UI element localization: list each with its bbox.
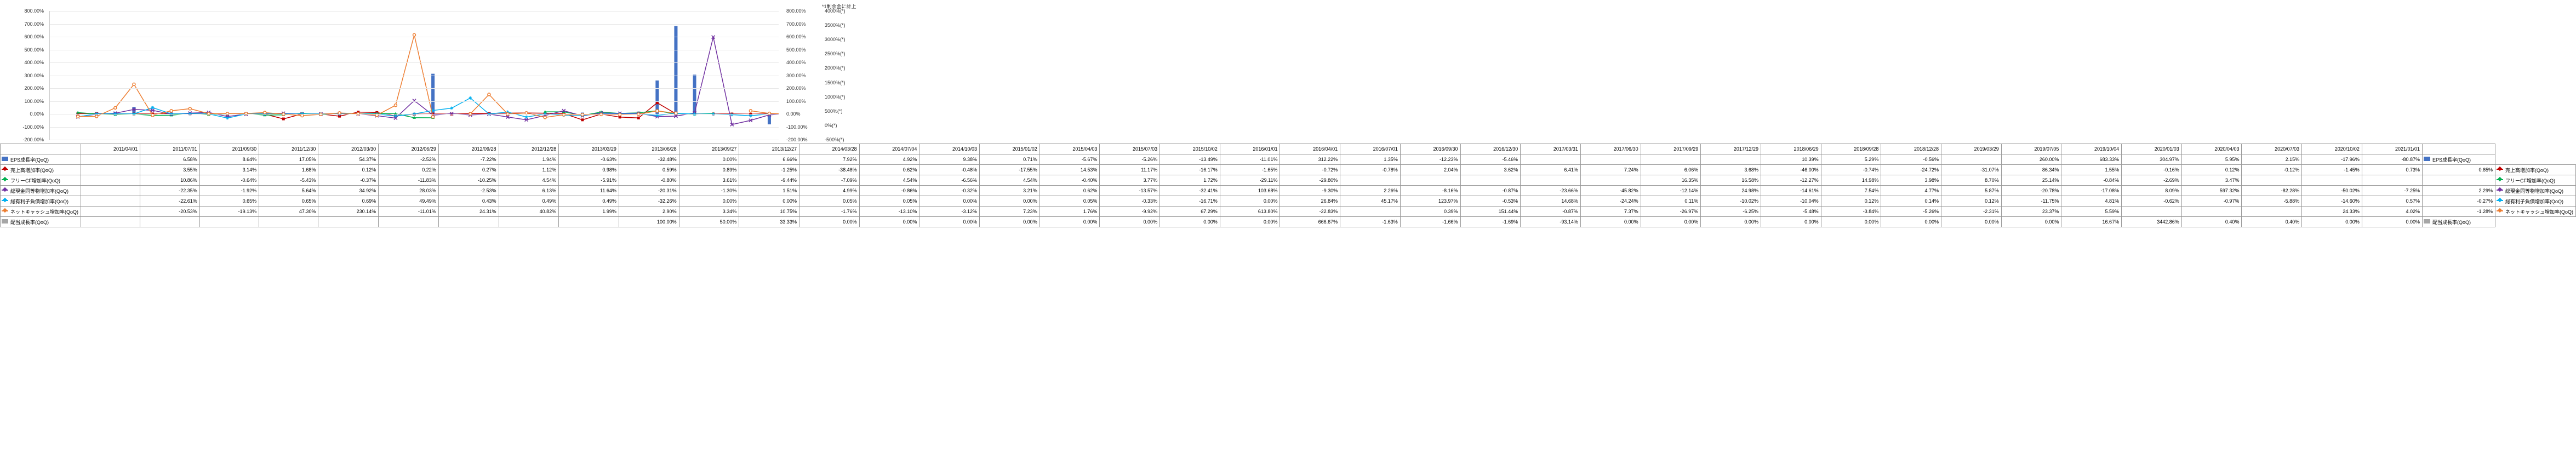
date-header: 2020/04/03 [2181, 144, 2242, 154]
series-label: ネットキャッシュ増加率(QoQ) [1, 207, 81, 217]
date-header: 2017/03/31 [1521, 144, 1581, 154]
date-header: 2011/12/30 [259, 144, 318, 154]
date-header: 2020/01/03 [2122, 144, 2182, 154]
date-header: 2011/04/01 [81, 144, 140, 154]
plot-area [49, 11, 779, 140]
date-header: 2014/10/03 [919, 144, 980, 154]
date-header: 2013/09/27 [679, 144, 739, 154]
y-axis-right-1: 800.00%700.00%600.00%500.00%400.00%300.0… [784, 11, 816, 140]
y-axis-right-2: 4000%(*)3500%(*)3000%(*)2500%(*)2000%(*)… [822, 11, 855, 140]
date-header: 2015/04/03 [1039, 144, 1100, 154]
date-header: 2013/06/28 [619, 144, 679, 154]
date-header: 2011/09/30 [199, 144, 259, 154]
date-header: 2012/12/28 [499, 144, 559, 154]
date-header: 2019/03/29 [1941, 144, 2002, 154]
date-header: 2013/03/29 [559, 144, 619, 154]
date-header: 2012/06/29 [379, 144, 439, 154]
date-header: 2014/07/04 [859, 144, 919, 154]
date-header: 2017/09/29 [1641, 144, 1701, 154]
series-label: 総有利子負債増加率(QoQ) [1, 196, 81, 207]
date-header: 2020/10/02 [2302, 144, 2362, 154]
date-header: 2016/01/01 [1220, 144, 1280, 154]
date-header: 2012/09/28 [438, 144, 499, 154]
series-label-right: 売上高増加率(QoQ) [2495, 165, 2575, 175]
y-right2-title: *1剰余金に計上 [822, 3, 856, 10]
data-table: 2011/04/012011/07/012011/09/302011/12/30… [0, 144, 2576, 227]
date-header: 2016/07/01 [1340, 144, 1401, 154]
chart-container: 800.00%700.00%600.00%500.00%400.00%300.0… [0, 0, 2576, 470]
series-label: EPS成長率(QoQ) [1, 154, 81, 165]
date-header: 2015/10/02 [1160, 144, 1220, 154]
date-header: 2016/04/01 [1280, 144, 1340, 154]
date-header: 2018/09/28 [1821, 144, 1881, 154]
date-header: 2017/06/30 [1580, 144, 1641, 154]
date-header: 2015/07/03 [1100, 144, 1160, 154]
date-header: 2021/01/01 [2362, 144, 2422, 154]
date-header: 2016/09/30 [1400, 144, 1460, 154]
series-label-right: ネットキャッシュ増加率(QoQ) [2495, 207, 2575, 217]
y-axis-left: 800.00%700.00%600.00%500.00%400.00%300.0… [0, 11, 47, 140]
date-header: 2019/07/05 [2001, 144, 2061, 154]
series-label-right: フリーCF増加率(QoQ) [2495, 175, 2575, 186]
date-header: 2018/12/28 [1881, 144, 1941, 154]
date-header: 2011/07/01 [140, 144, 199, 154]
series-label: フリーCF増加率(QoQ) [1, 175, 81, 186]
series-label-right: EPS成長率(QoQ) [2422, 154, 2495, 165]
date-header: 2014/03/28 [799, 144, 859, 154]
date-header: 2020/07/03 [2242, 144, 2302, 154]
date-header: 2015/01/02 [980, 144, 1040, 154]
series-label: 総現金同等物増加率(QoQ) [1, 186, 81, 196]
date-header: 2018/06/29 [1761, 144, 1821, 154]
date-header: 2019/10/04 [2061, 144, 2122, 154]
date-header: 2012/03/30 [318, 144, 379, 154]
series-label-right: 配当成長率(QoQ) [2422, 217, 2495, 227]
series-label: 売上高増加率(QoQ) [1, 165, 81, 175]
date-header: 2013/12/27 [739, 144, 799, 154]
date-header: 2016/12/30 [1460, 144, 1521, 154]
series-label-right: 総現金同等物増加率(QoQ) [2495, 186, 2575, 196]
date-header: 2017/12/29 [1701, 144, 1761, 154]
series-label: 配当成長率(QoQ) [1, 217, 81, 227]
series-label-right: 総有利子負債増加率(QoQ) [2495, 196, 2575, 207]
